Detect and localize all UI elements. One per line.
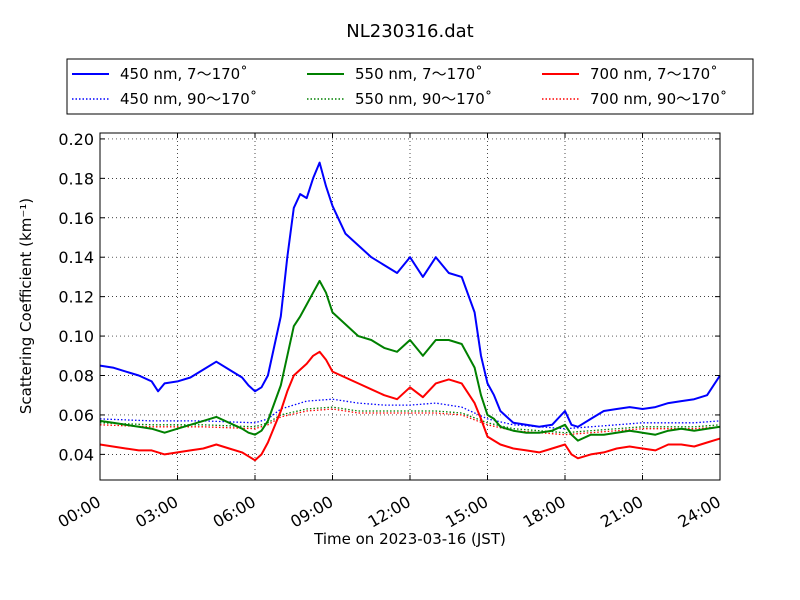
y-tick-label: 0.18	[58, 169, 94, 188]
legend-label: 550 nm, 7～170˚	[355, 65, 483, 83]
x-tick-label: 24:00	[675, 492, 724, 532]
y-axis-label: Scattering Coefficient (km⁻¹)	[17, 198, 35, 414]
ticks: 00:00 03:00 06:00 09:00 12:00 15:00 18:00 21:00…	[55, 130, 724, 532]
x-tick-label: 21:00	[597, 492, 646, 532]
legend-label: 700 nm, 7～170˚	[590, 65, 718, 83]
y-tick-label: 0.20	[58, 130, 94, 149]
legend-label: 450 nm, 90～170˚	[120, 90, 257, 108]
y-tick-label: 0.08	[58, 367, 94, 386]
legend: 450 nm, 7～170˚ 450 nm, 90～170˚ 550 nm, 7～1…	[66, 58, 754, 115]
y-tick-label: 0.10	[58, 327, 94, 346]
chart-title: NL230316.dat	[346, 21, 473, 42]
series-layer	[99, 161, 721, 462]
y-tick-label: 0.16	[58, 209, 94, 228]
series-line-4	[99, 406, 721, 434]
series-line-1	[99, 161, 721, 428]
legend-label: 450 nm, 7～170˚	[120, 65, 248, 83]
x-tick-label: 18:00	[520, 492, 569, 532]
x-tick-label: 12:00	[365, 492, 414, 532]
legend-label: 700 nm, 90～170˚	[590, 90, 727, 108]
legend-frame	[66, 58, 754, 115]
x-tick-label: 15:00	[442, 492, 491, 532]
y-tick-label: 0.14	[58, 248, 94, 267]
x-tick-label: 09:00	[287, 492, 336, 532]
x-axis-label: Time on 2023-03-16 (JST)	[313, 530, 506, 548]
y-tick-label: 0.12	[58, 288, 94, 307]
grid	[100, 133, 720, 480]
legend-label: 550 nm, 90～170˚	[355, 90, 492, 108]
y-tick-label: 0.04	[58, 445, 94, 464]
series-line-6	[99, 408, 721, 436]
x-tick-label: 00:00	[55, 492, 104, 532]
y-tick-label: 0.06	[58, 406, 94, 425]
x-tick-label: 03:00	[132, 492, 181, 532]
series-line-5	[99, 350, 721, 462]
x-tick-label: 06:00	[210, 492, 259, 532]
series-line-3	[99, 279, 721, 442]
